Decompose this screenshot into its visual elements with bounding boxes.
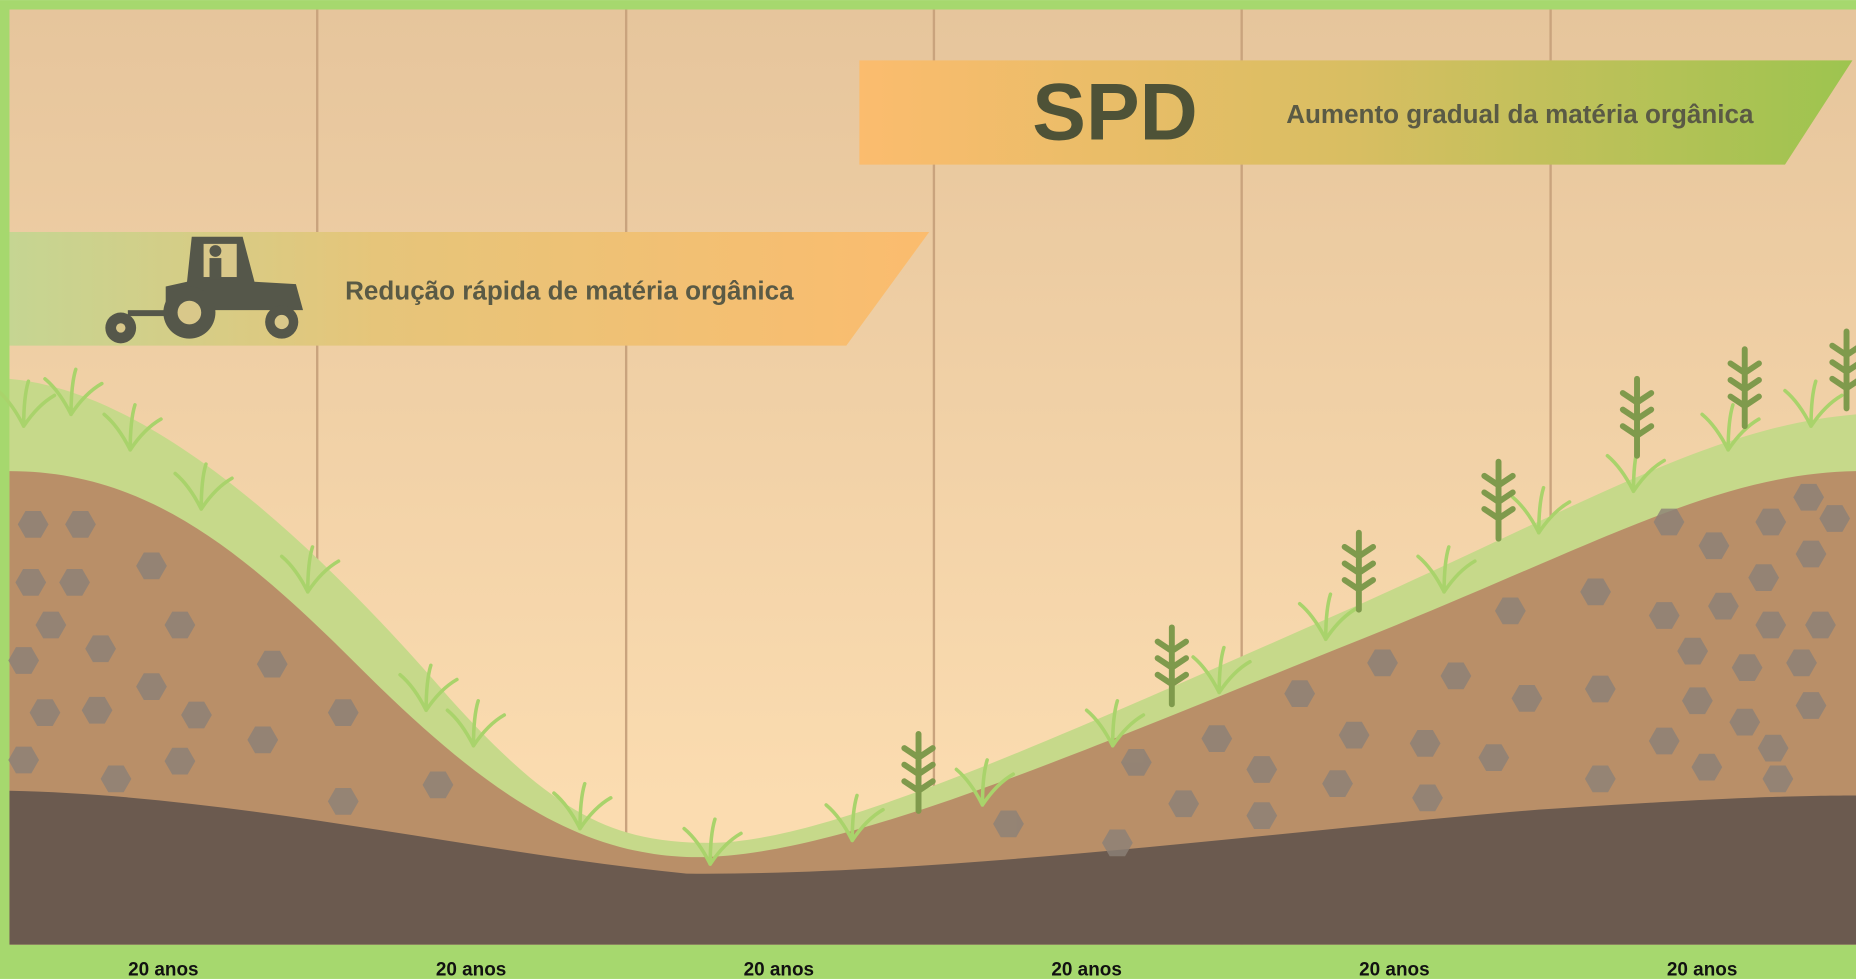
period-label: 20 anos	[1359, 959, 1429, 979]
conventional-text: Redução rápida de matéria orgânica	[345, 276, 794, 306]
illustration: SPD Aumento gradual da matéria orgânica …	[0, 0, 1856, 979]
spd-text: Aumento gradual da matéria orgânica	[1286, 99, 1754, 129]
spd-title: SPD	[1032, 68, 1197, 158]
period-label: 20 anos	[744, 959, 814, 979]
period-label: 20 anos	[1667, 959, 1737, 979]
period-label: 20 anos	[436, 959, 506, 979]
period-label: 20 anos	[128, 959, 198, 979]
period-label: 20 anos	[1051, 959, 1121, 979]
page: SPD Aumento gradual da matéria orgânica …	[0, 0, 1856, 979]
